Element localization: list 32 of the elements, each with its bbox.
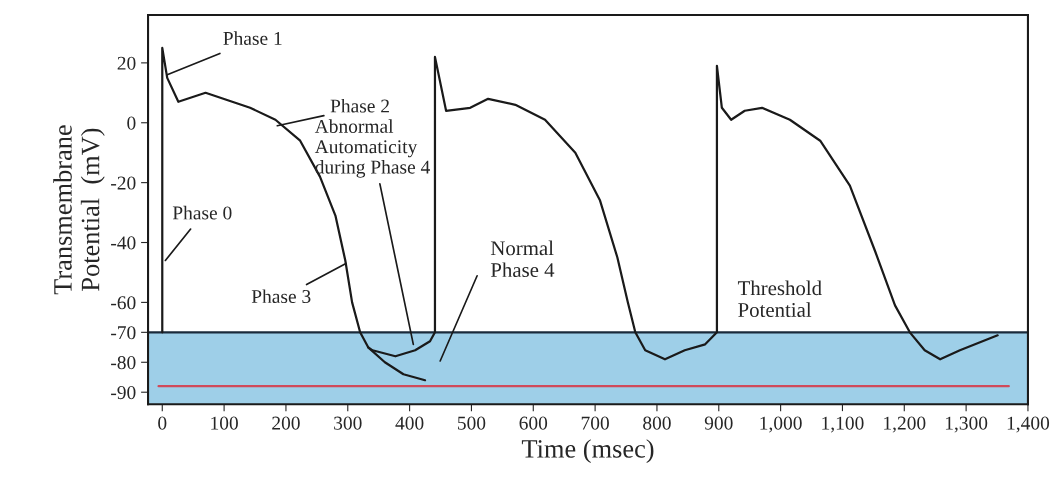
x-axis-title: Time (msec) xyxy=(521,439,654,464)
x-tick-label: 1,100 xyxy=(822,416,864,433)
x-tick-label: 700 xyxy=(581,416,609,430)
y-tick-label: -20 xyxy=(111,176,136,190)
annotation: Phase 0 xyxy=(172,205,232,220)
y-tick-label: 20 xyxy=(117,56,136,70)
annotation: Abnormal Automaticity during Phase 4 xyxy=(314,119,430,178)
x-tick-label: 500 xyxy=(457,416,486,430)
x-tick-label: 900 xyxy=(704,416,733,430)
y-tick-label: -90 xyxy=(111,386,136,400)
y-tick-label: -60 xyxy=(111,296,136,310)
y-tick-label: -70 xyxy=(111,326,136,340)
y-tick-label: -80 xyxy=(111,356,136,370)
x-tick-label: 100 xyxy=(211,416,238,430)
y-tick-label: 0 xyxy=(127,116,136,130)
x-tick-label: 300 xyxy=(334,416,362,430)
x-tick-label: 1,400 xyxy=(1007,416,1050,433)
y-tick-label: -40 xyxy=(111,236,136,250)
annotation: Phase 3 xyxy=(251,289,311,304)
annotation: Phase 1 xyxy=(223,31,282,45)
x-tick-label: 1,200 xyxy=(884,416,926,433)
annotation: Phase 2 xyxy=(330,98,389,113)
x-tick-label: 0 xyxy=(158,416,167,430)
annotation: Normal Phase 4 xyxy=(490,240,555,278)
x-tick-label: 800 xyxy=(643,416,671,430)
y-axis-title: Transmembrane Potential (mV) xyxy=(53,125,105,295)
x-tick-label: 1,000 xyxy=(760,416,802,433)
x-tick-label: 200 xyxy=(272,416,300,430)
x-tick-label: 600 xyxy=(519,416,548,430)
x-tick-label: 1,300 xyxy=(945,416,988,433)
x-tick-label: 400 xyxy=(395,416,424,430)
ref-line-label: Threshold Potential xyxy=(737,280,822,317)
